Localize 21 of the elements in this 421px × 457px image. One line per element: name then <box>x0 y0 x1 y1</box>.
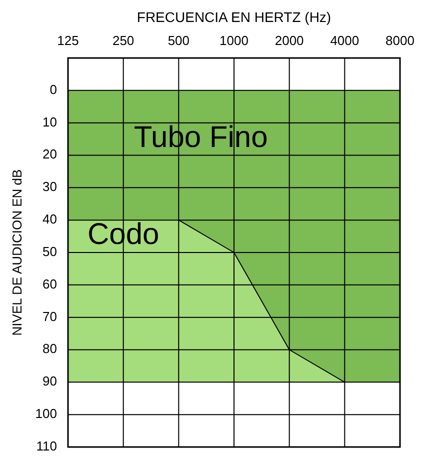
x-tick-label: 500 <box>168 33 190 48</box>
x-tick-label: 250 <box>112 33 134 48</box>
y-tick-label: 70 <box>42 308 57 324</box>
y-tick-label: 60 <box>42 276 57 292</box>
y-tick-label: 50 <box>42 244 57 259</box>
y-tick-label: 80 <box>42 341 57 356</box>
x-tick-label: 8000 <box>386 33 414 48</box>
x-axis-title: FRECUENCIA EN HERTZ (Hz) <box>136 9 332 25</box>
y-tick-label: 0 <box>50 82 57 97</box>
x-tick-label: 4000 <box>330 33 360 48</box>
y-axis-title: NIVEL DE AUDICION EN dB <box>9 169 24 336</box>
y-tick-label: 10 <box>42 114 57 130</box>
y-tick-label: 30 <box>42 179 57 194</box>
y-tick-label: 110 <box>36 438 57 454</box>
x-tick-label: 2000 <box>274 33 304 48</box>
y-tick-label: 100 <box>35 406 57 422</box>
x-tick-label: 125 <box>57 33 79 48</box>
x-tick-label: 1000 <box>220 33 248 48</box>
y-tick-label: 90 <box>42 374 57 389</box>
y-tick-label: 20 <box>42 146 57 162</box>
y-tick-label: 40 <box>42 212 57 227</box>
